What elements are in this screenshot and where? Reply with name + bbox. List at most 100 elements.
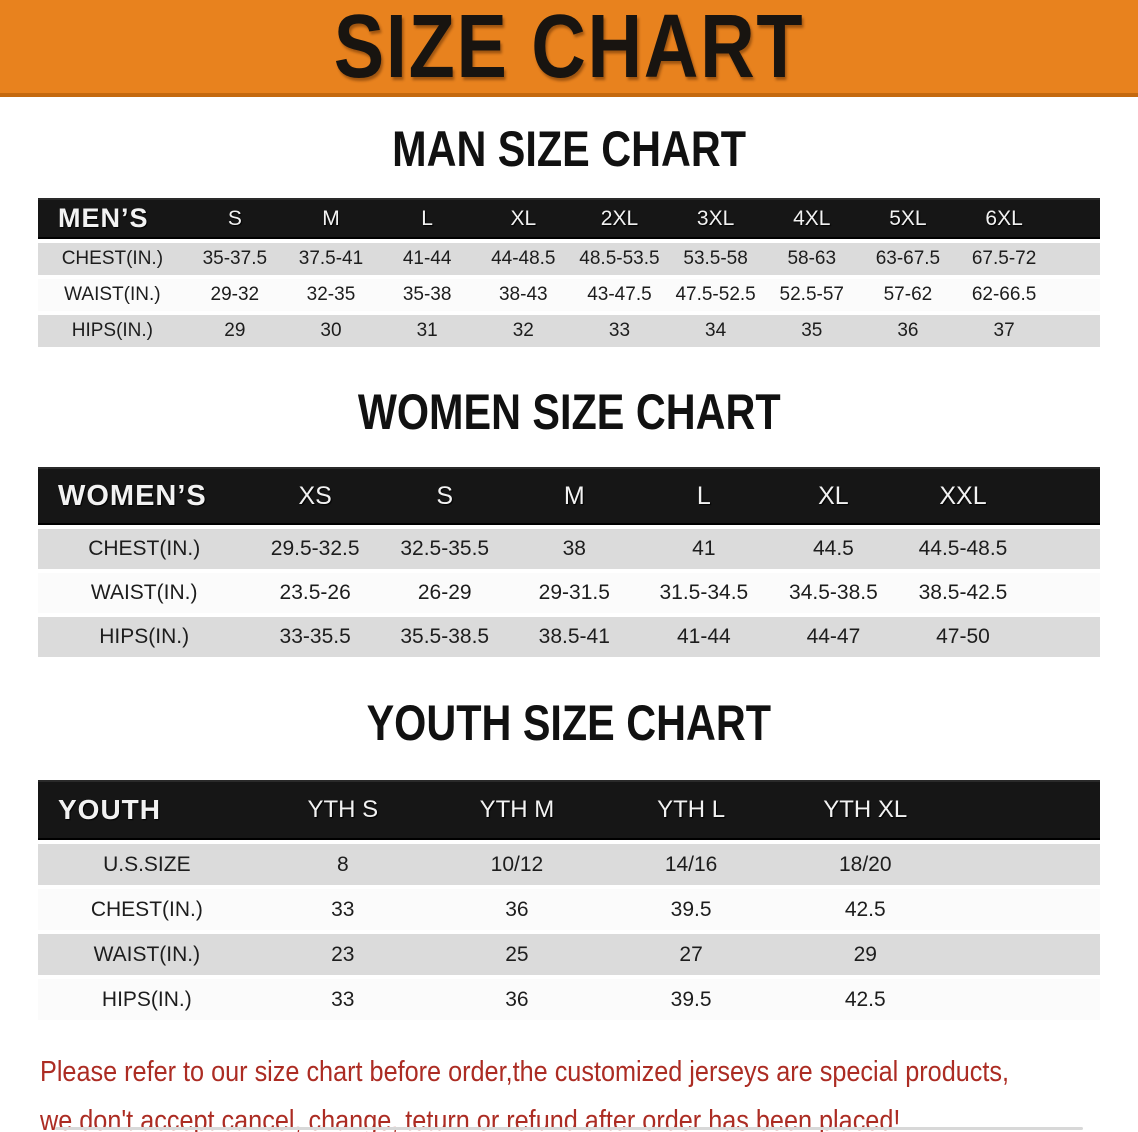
filler-cell	[1052, 279, 1100, 311]
size-column-header: M	[282, 198, 380, 239]
measurement-label: CHEST(IN.)	[38, 529, 251, 569]
measurement-label: HIPS(IN.)	[38, 617, 251, 657]
size-value: 23.5-26	[250, 573, 380, 613]
banner: SIZE CHART	[0, 0, 1138, 97]
section-women: WOMEN SIZE CHART WOMEN’S XS S M L XL XXL CHEST(…	[0, 383, 1138, 661]
size-value: 44.5	[768, 529, 899, 569]
measurement-row: HIPS(IN.) 33 36 39.5 42.5	[38, 979, 1100, 1020]
table-corner-label: YOUTH	[38, 780, 256, 840]
size-column-header: XS	[250, 467, 380, 525]
size-value: 39.5	[604, 889, 779, 930]
size-value: 43-47.5	[571, 279, 668, 311]
size-value: 39.5	[604, 979, 779, 1020]
women-section-heading-text: WOMEN SIZE CHART	[357, 383, 781, 440]
size-value: 44.5-48.5	[898, 529, 1028, 569]
size-value: 23	[255, 934, 430, 975]
size-value: 37	[956, 315, 1053, 347]
size-value: 41-44	[639, 617, 769, 657]
youth-size-table: YOUTH YTH S YTH M YTH L YTH XL U.S.SIZE 8 10/12…	[38, 776, 1100, 1024]
filler-cell	[1052, 243, 1100, 275]
size-value: 31.5-34.5	[639, 573, 769, 613]
size-value: 42.5	[778, 979, 953, 1020]
size-value: 44-48.5	[475, 243, 572, 275]
size-column-header: YTH L	[604, 780, 779, 840]
size-value: 26-29	[379, 573, 510, 613]
size-value: 44-47	[768, 617, 899, 657]
size-value: 48.5-53.5	[571, 243, 668, 275]
size-column-header: 5XL	[859, 198, 956, 239]
size-value: 38	[509, 529, 640, 569]
filler-cell	[1027, 573, 1100, 613]
size-column-header: 3XL	[667, 198, 764, 239]
measurement-row: CHEST(IN.) 29.5-32.5 32.5-35.5 38 41 44.5 44.5…	[38, 529, 1100, 569]
size-value: 35	[763, 315, 860, 347]
size-value: 34	[667, 315, 764, 347]
filler-cell	[952, 979, 1100, 1020]
size-value: 62-66.5	[956, 279, 1053, 311]
measurement-label: HIPS(IN.)	[38, 315, 187, 347]
size-value: 32	[475, 315, 572, 347]
page-title-text: SIZE CHART	[333, 0, 805, 97]
filler-cell	[1027, 467, 1100, 525]
filler-cell	[1027, 529, 1100, 569]
size-column-header: 4XL	[763, 198, 860, 239]
size-value: 8	[255, 844, 430, 885]
size-value: 32.5-35.5	[379, 529, 510, 569]
size-value: 41	[639, 529, 769, 569]
page-title: SIZE CHART	[0, 0, 1138, 95]
size-column-header: YTH M	[429, 780, 605, 840]
filler-cell	[1052, 198, 1100, 239]
size-value: 57-62	[859, 279, 956, 311]
measurement-row: CHEST(IN.) 35-37.5 37.5-41 41-44 44-48.5 48.5…	[38, 243, 1100, 275]
size-value: 52.5-57	[763, 279, 860, 311]
size-value: 29-31.5	[509, 573, 640, 613]
size-value: 27	[604, 934, 779, 975]
youth-section-heading-text: YOUTH SIZE CHART	[366, 694, 772, 751]
measurement-label: U.S.SIZE	[38, 844, 256, 885]
measurement-label: WAIST(IN.)	[38, 934, 256, 975]
size-value: 47-50	[898, 617, 1028, 657]
measurement-row: HIPS(IN.) 29 30 31 32 33 34 35 36 37	[38, 315, 1100, 347]
men-section-heading: MAN SIZE CHART	[0, 120, 1138, 176]
size-header-row: YOUTH YTH S YTH M YTH L YTH XL	[38, 780, 1100, 840]
size-value: 29.5-32.5	[250, 529, 380, 569]
measurement-label: CHEST(IN.)	[38, 889, 256, 930]
size-column-header: XL	[768, 467, 899, 525]
size-value: 53.5-58	[667, 243, 764, 275]
filler-cell	[952, 934, 1100, 975]
section-men: MAN SIZE CHART MEN’S S M L XL 2XL 3XL 4XL 5XL 6XL…	[0, 120, 1138, 351]
bottom-divider	[55, 1127, 1083, 1130]
measurement-label: WAIST(IN.)	[38, 279, 187, 311]
size-value: 37.5-41	[282, 243, 380, 275]
size-value: 33	[255, 889, 430, 930]
size-value: 36	[859, 315, 956, 347]
size-value: 34.5-38.5	[768, 573, 899, 613]
measurement-label: HIPS(IN.)	[38, 979, 256, 1020]
filler-cell	[952, 780, 1100, 840]
size-value: 10/12	[429, 844, 605, 885]
filler-cell	[1052, 315, 1100, 347]
size-value: 47.5-52.5	[667, 279, 764, 311]
size-value: 25	[429, 934, 605, 975]
section-youth: YOUTH SIZE CHART YOUTH YTH S YTH M YTH L YTH…	[0, 694, 1138, 1024]
size-value: 42.5	[778, 889, 953, 930]
measurement-label: CHEST(IN.)	[38, 243, 187, 275]
size-value: 36	[429, 889, 605, 930]
size-column-header: L	[639, 467, 769, 525]
table-corner-label: WOMEN’S	[38, 467, 251, 525]
size-column-header: XXL	[898, 467, 1028, 525]
size-column-header: S	[379, 467, 510, 525]
size-value: 29	[778, 934, 953, 975]
youth-section-heading: YOUTH SIZE CHART	[0, 694, 1138, 751]
size-value: 14/16	[604, 844, 779, 885]
table-corner-label: MEN’S	[38, 198, 187, 239]
size-value: 38.5-41	[509, 617, 640, 657]
filler-cell	[952, 889, 1100, 930]
measurement-label: WAIST(IN.)	[38, 573, 251, 613]
size-value: 29	[186, 315, 283, 347]
size-value: 38.5-42.5	[898, 573, 1028, 613]
filler-cell	[952, 844, 1100, 885]
size-column-header: S	[186, 198, 283, 239]
measurement-row: WAIST(IN.) 23 25 27 29	[38, 934, 1100, 975]
size-column-header: XL	[475, 198, 572, 239]
